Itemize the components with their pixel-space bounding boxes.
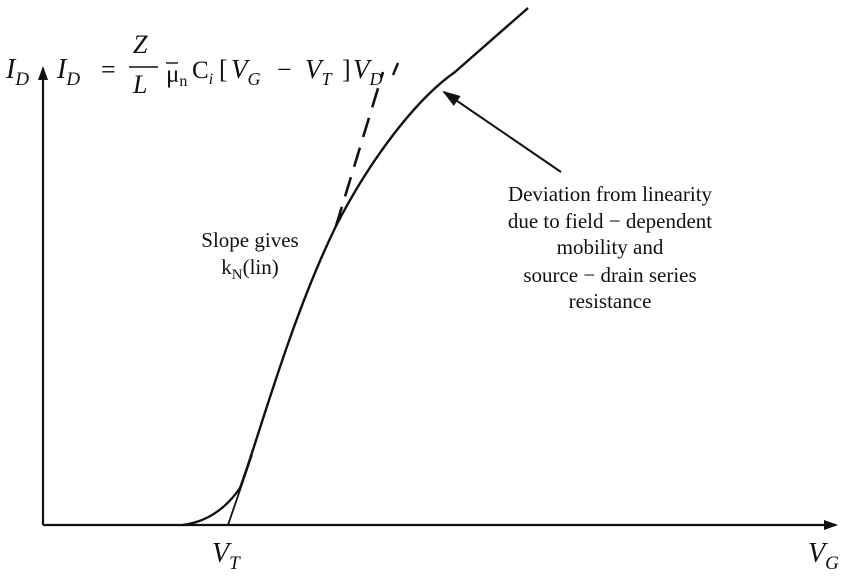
svg-text:Deviation from linearity: Deviation from linearity bbox=[508, 182, 713, 206]
slope-label-line2: kN(lin) bbox=[221, 255, 279, 283]
deviation-pointer-arrow bbox=[442, 90, 562, 173]
svg-text:Ci: Ci bbox=[192, 57, 213, 88]
svg-text:]: ] bbox=[342, 55, 351, 84]
svg-text:source − drain series: source − drain series bbox=[523, 263, 696, 287]
svg-text:μn: μn bbox=[166, 61, 187, 90]
linear-extrapolation-line bbox=[334, 71, 385, 227]
deviation-label: Deviation from linearity due to field − … bbox=[508, 182, 713, 313]
threshold-voltage-label: VT bbox=[212, 538, 241, 574]
svg-text:Z: Z bbox=[133, 30, 148, 59]
slope-label-line1: Slope gives bbox=[201, 228, 298, 252]
svg-text:VD: VD bbox=[353, 54, 383, 89]
svg-text:due to field − dependent: due to field − dependent bbox=[508, 209, 712, 233]
svg-text:=: = bbox=[101, 55, 116, 84]
y-axis-label: ID bbox=[5, 54, 29, 90]
threshold-tangent-line bbox=[227, 454, 253, 526]
svg-text:resistance: resistance bbox=[569, 289, 652, 313]
id-vg-curve bbox=[182, 7, 529, 527]
dash-tick-mark bbox=[391, 62, 400, 76]
svg-text:VT: VT bbox=[305, 54, 334, 89]
svg-text:−: − bbox=[277, 55, 292, 84]
drain-current-equation: ID = Z L μn Ci [ VG − VT ] VD bbox=[56, 30, 383, 99]
svg-text:ID: ID bbox=[56, 54, 80, 90]
svg-text:VG: VG bbox=[231, 54, 261, 89]
svg-text:L: L bbox=[132, 70, 147, 99]
svg-text:mobility and: mobility and bbox=[557, 235, 664, 259]
x-axis-label: VG bbox=[808, 538, 839, 574]
svg-text:[: [ bbox=[219, 55, 228, 84]
